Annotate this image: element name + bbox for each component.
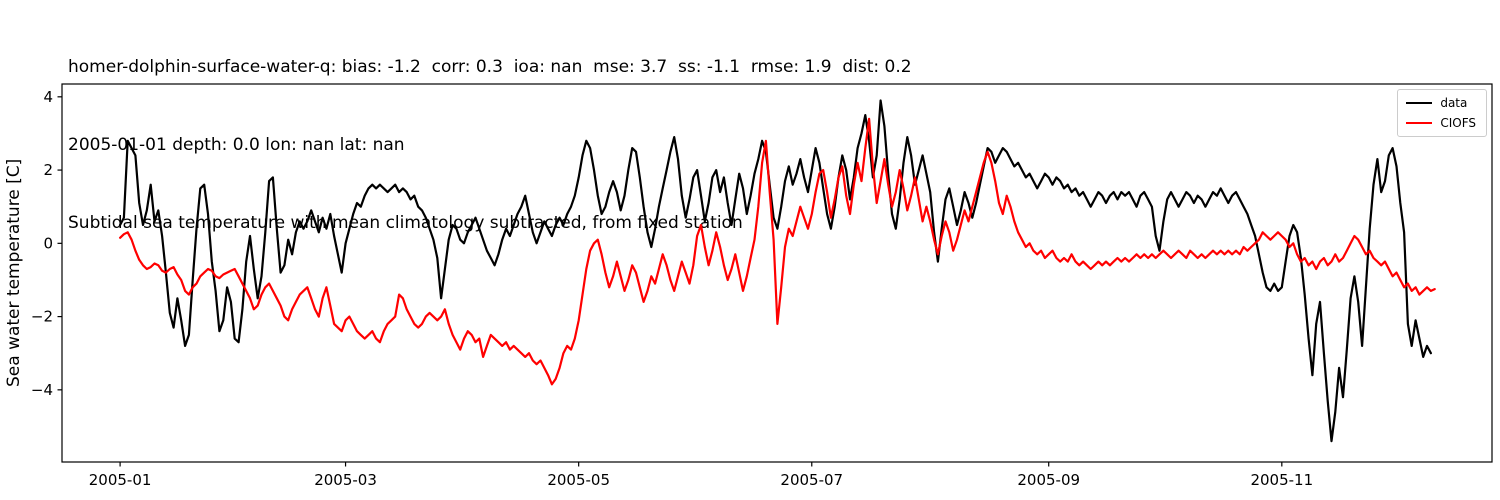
axes-frame [61, 83, 1493, 463]
legend-item-data: data [1406, 96, 1476, 110]
y-tick-label: 4 [43, 88, 53, 106]
y-tick-label: −2 [31, 308, 53, 326]
legend-label-data: data [1440, 96, 1468, 110]
title-line-metrics: homer-dolphin-surface-water-q: bias: -1.… [68, 57, 912, 77]
legend-line-sample-ciofs [1406, 122, 1433, 124]
title-block: homer-dolphin-surface-water-q: bias: -1.… [68, 2, 912, 288]
title-line-description: Subtidal sea temperature with mean clima… [68, 213, 743, 233]
title-line-datetime: 2005-01-01 depth: 0.0 lon: nan lat: nan [68, 135, 405, 155]
x-tick-label: 2005-09 [1017, 471, 1080, 489]
legend-label-ciofs: CIOFS [1440, 116, 1476, 130]
y-tick-label: 0 [43, 234, 53, 252]
x-tick-label: 2005-11 [1250, 471, 1313, 489]
series-line-ciofs [118, 117, 1436, 386]
y-tick-label: 2 [43, 161, 53, 179]
x-tick-label: 2005-01 [89, 471, 152, 489]
y-tick-label: −4 [31, 381, 53, 399]
legend: data CIOFS [1397, 89, 1487, 137]
series-line-data [118, 99, 1433, 443]
x-tick-label: 2005-03 [314, 471, 377, 489]
x-tick-label: 2005-05 [547, 471, 610, 489]
legend-line-sample-data [1406, 102, 1433, 104]
legend-item-ciofs: CIOFS [1406, 116, 1476, 130]
x-tick-label: 2005-07 [780, 471, 843, 489]
